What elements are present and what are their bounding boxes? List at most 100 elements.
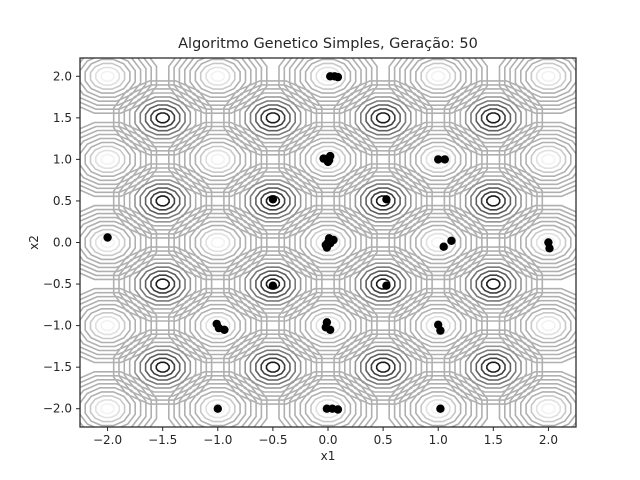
individual-point <box>220 325 229 334</box>
peak-contour-ring <box>155 361 170 373</box>
peak-contour-ring <box>370 108 396 128</box>
trough-contour-ring <box>278 370 378 427</box>
peak-contour-ring <box>343 254 423 314</box>
trough-contour-ring <box>288 129 368 190</box>
peak-contour-ring <box>480 274 506 294</box>
peak-contour-ring <box>475 270 512 298</box>
trough-contour-ring <box>89 62 126 90</box>
peak-contour-ring <box>370 191 396 211</box>
peak-contour-ring <box>448 333 538 401</box>
peak-contour-ring <box>265 195 281 207</box>
peak-contour-ring <box>134 179 192 223</box>
trough-contour-ring <box>189 220 247 265</box>
peak-contour-ring <box>333 80 433 156</box>
trough-contour-ring <box>168 370 268 427</box>
y-tick-label: 0.5 <box>53 194 72 208</box>
peak-contour-ring <box>454 254 533 314</box>
peak-contour-ring <box>333 246 433 322</box>
trough-contour-ring <box>95 399 121 419</box>
trough-contour-ring <box>299 386 357 427</box>
trough-contour-ring <box>399 58 478 106</box>
trough-contour-ring <box>535 149 562 169</box>
peak-contour-ring <box>375 361 391 373</box>
trough-contour-ring <box>194 391 241 427</box>
trough-contour-ring <box>80 386 136 427</box>
trough-contour-ring <box>315 66 341 86</box>
peak-contour-ring <box>249 266 297 302</box>
trough-contour-ring <box>310 228 346 257</box>
trough-contour-ring <box>80 133 142 186</box>
peak-contour-ring <box>370 357 396 377</box>
trough-contour-ring <box>205 232 231 253</box>
trough-contour-ring <box>525 224 572 261</box>
peak-contour-ring <box>349 92 417 144</box>
peak-contour-ring <box>233 337 313 397</box>
trough-contour-ring <box>278 58 378 114</box>
individual-point <box>382 195 391 204</box>
trough-contour-ring <box>509 295 576 356</box>
trough-contour-ring <box>178 58 257 106</box>
trough-contour-ring <box>404 216 473 269</box>
trough-contour-ring <box>535 399 562 419</box>
peak-contour-ring <box>349 258 417 310</box>
trough-contour-ring <box>199 311 236 340</box>
trough-contour-ring <box>194 307 241 344</box>
trough-contour-ring <box>95 66 121 86</box>
trough-contour-ring <box>519 303 576 348</box>
trough-contour-ring <box>310 145 346 173</box>
trough-contour-ring <box>294 216 362 269</box>
peak-contour-ring <box>359 266 407 302</box>
y-axis-label: x2 <box>27 235 41 250</box>
trough-contour-ring <box>415 58 462 94</box>
peak-contour-ring <box>144 270 181 298</box>
individual-point <box>434 155 443 164</box>
peak-contour-ring <box>239 175 307 227</box>
peak-contour-ring <box>470 100 517 136</box>
trough-contour-ring <box>409 58 467 98</box>
peak-contour-ring <box>244 345 302 389</box>
trough-contour-ring <box>199 145 236 173</box>
chart-title: Algoritmo Genetico Simples, Geração: 50 <box>178 36 478 52</box>
peak-contour-ring <box>239 92 307 144</box>
trough-contour-ring <box>514 299 576 352</box>
peak-contour-ring <box>375 112 391 124</box>
peak-contour-ring <box>480 357 506 377</box>
peak-contour-ring <box>155 278 170 290</box>
trough-contour-ring <box>498 287 576 364</box>
peak-contour-ring <box>480 108 506 128</box>
peak-contour-ring <box>123 254 202 314</box>
trough-contour-ring <box>409 303 467 348</box>
trough-contour-ring <box>404 133 473 186</box>
trough-contour-ring <box>415 307 462 344</box>
x-tick-label: −1.0 <box>203 433 232 447</box>
trough-contour-ring <box>80 58 147 106</box>
trough-contour-ring <box>89 395 126 423</box>
peak-contour-ring <box>223 80 323 156</box>
peak-contour-ring <box>249 183 297 219</box>
trough-contour-ring <box>80 204 158 281</box>
trough-contour-ring <box>210 153 225 165</box>
trough-contour-ring <box>541 319 556 332</box>
peak-contour-ring <box>464 179 522 223</box>
trough-contour-ring <box>498 370 576 427</box>
trough-contour-ring <box>530 62 567 90</box>
trough-contour-ring <box>519 220 576 265</box>
peak-contour-ring <box>448 84 538 152</box>
trough-contour-ring <box>409 220 467 265</box>
peak-contour-ring <box>228 167 318 235</box>
peak-contour-ring <box>123 171 202 231</box>
trough-contour-ring <box>304 224 352 261</box>
trough-contour-ring <box>89 145 126 173</box>
peak-contour-ring <box>223 163 323 239</box>
trough-contour-ring <box>430 403 446 415</box>
trough-contour-ring <box>425 232 451 253</box>
trough-contour-ring <box>304 58 352 94</box>
peak-contour-ring <box>150 108 176 128</box>
peak-contour-ring <box>265 112 281 124</box>
peak-contour-ring <box>475 187 512 215</box>
peak-contour-ring <box>343 337 423 397</box>
trough-contour-ring <box>80 129 147 190</box>
peak-contour-ring <box>464 262 522 306</box>
trough-contour-ring <box>503 58 576 110</box>
